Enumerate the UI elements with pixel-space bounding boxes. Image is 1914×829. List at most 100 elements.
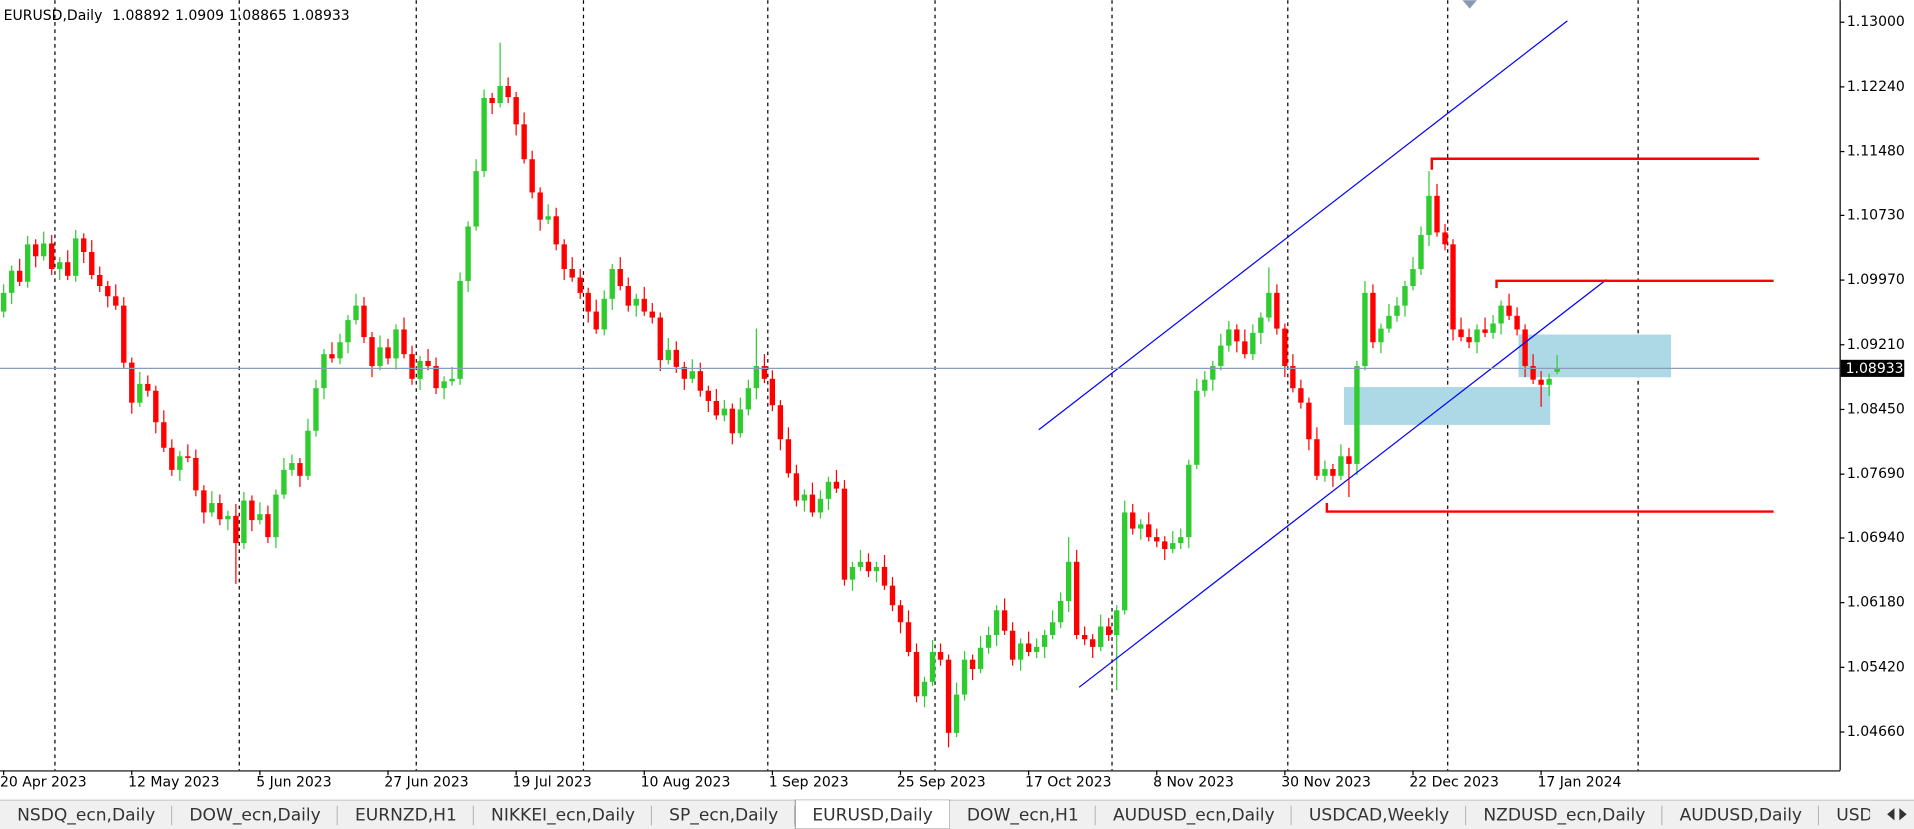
- candle-body: [513, 97, 519, 125]
- candle-body: [1154, 537, 1160, 542]
- candle-body: [745, 388, 752, 410]
- tab[interactable]: SP_ecn,Daily: [652, 800, 796, 829]
- candle-body: [337, 342, 343, 359]
- candle-body: [1386, 315, 1392, 329]
- candle-body: [1442, 232, 1448, 245]
- scroll-right[interactable]: [1899, 808, 1907, 821]
- tab-label[interactable]: AUDUSD,Daily: [1680, 805, 1802, 825]
- zone-rectangle[interactable]: [1343, 387, 1551, 425]
- tab-label[interactable]: AUDUSD_ecn,Daily: [1113, 805, 1275, 825]
- tab[interactable]: AUDUSD_ecn,Daily: [1095, 800, 1292, 829]
- candle-body: [113, 296, 119, 306]
- candle-body: [721, 408, 728, 416]
- candle-body: [345, 320, 351, 343]
- tab[interactable]: EURUSD,Daily: [794, 799, 951, 829]
- x-tick-label: 27 Jun 2023: [384, 775, 468, 791]
- candle-body: [129, 362, 135, 403]
- y-tick-label: 1.06180: [1847, 595, 1905, 611]
- zone-rectangle[interactable]: [1518, 334, 1672, 378]
- candle-body: [465, 226, 471, 281]
- tab-background[interactable]: [1819, 800, 1914, 829]
- tab-background[interactable]: [1291, 800, 1467, 829]
- tab-label[interactable]: USDCAD,Weekly: [1309, 805, 1449, 825]
- tab-label[interactable]: USDCHF,H4: [1836, 805, 1914, 825]
- level-line[interactable]: [1430, 157, 1759, 170]
- tab-background[interactable]: [1662, 800, 1820, 829]
- candle-body: [1466, 337, 1472, 343]
- tab-background[interactable]: [1095, 800, 1292, 829]
- tab[interactable]: NZDUSD_ecn,Daily: [1466, 800, 1663, 829]
- tab-label[interactable]: SP_ecn,Daily: [669, 805, 778, 825]
- y-tick-label: 1.10730: [1847, 207, 1905, 223]
- tab-background[interactable]: [652, 800, 796, 829]
- candle-body: [273, 494, 279, 538]
- tab-label[interactable]: EURNZD,H1: [355, 805, 457, 825]
- candle-body: [1001, 610, 1008, 631]
- channel-line[interactable]: [1038, 20, 1568, 431]
- tab-background[interactable]: [794, 799, 951, 829]
- candle-body: [1274, 292, 1280, 329]
- level-line[interactable]: [1325, 502, 1774, 513]
- tab[interactable]: DOW_ecn,H1: [949, 800, 1096, 829]
- tab-background[interactable]: [1466, 800, 1663, 829]
- tab[interactable]: USDCAD,Weekly: [1291, 800, 1467, 829]
- candle-body: [913, 652, 920, 697]
- y-tick-label: 1.09210: [1847, 337, 1905, 353]
- scroll-left[interactable]: [1887, 808, 1895, 821]
- candle-body: [265, 514, 271, 538]
- candle-body: [57, 262, 63, 270]
- candle-body: [1025, 643, 1032, 653]
- candle-body: [137, 383, 143, 403]
- tab-label[interactable]: DOW_ecn,Daily: [189, 805, 320, 825]
- candle-body: [305, 430, 311, 476]
- candle-body: [329, 354, 335, 359]
- tab-label[interactable]: DOW_ecn,H1: [967, 805, 1079, 825]
- tab-label[interactable]: NZDUSD_ecn,Daily: [1483, 805, 1645, 825]
- tab[interactable]: AUDUSD,Daily: [1662, 800, 1820, 829]
- candle-body: [633, 298, 639, 306]
- y-tick-label: 1.13000: [1847, 14, 1905, 30]
- candle-body: [553, 216, 559, 245]
- candle-body: [609, 269, 615, 299]
- tab-background[interactable]: [0, 800, 173, 829]
- level-line[interactable]: [1495, 279, 1774, 289]
- candle-body: [561, 244, 567, 270]
- candle-body: [1170, 543, 1176, 550]
- candle-body: [65, 262, 71, 276]
- x-tick-label: 22 Dec 2023: [1409, 775, 1499, 791]
- x-tick-label: 17 Jan 2024: [1537, 775, 1621, 791]
- candle-body: [1370, 292, 1376, 343]
- candle-body: [1546, 378, 1552, 385]
- candle-body: [241, 500, 247, 544]
- tab[interactable]: USDCHF,H4: [1819, 800, 1914, 829]
- candle-body: [169, 447, 175, 470]
- candle-body: [665, 349, 671, 361]
- tab-label[interactable]: NIKKEI_ecn,Daily: [491, 805, 635, 825]
- shift-marker[interactable]: [1462, 0, 1478, 9]
- tab-background[interactable]: [473, 800, 653, 829]
- candle-body: [441, 381, 447, 389]
- tab-background[interactable]: [949, 800, 1096, 829]
- tab-background[interactable]: [337, 800, 474, 829]
- y-tick-label: 1.12240: [1847, 79, 1905, 95]
- candle-body: [1210, 366, 1216, 380]
- tab[interactable]: NIKKEI_ecn,Daily: [473, 800, 653, 829]
- tab[interactable]: NSDQ_ecn,Daily: [0, 800, 173, 829]
- tab[interactable]: DOW_ecn,Daily: [172, 800, 338, 829]
- channel-line[interactable]: [1078, 279, 1607, 688]
- candle-body: [1354, 366, 1360, 464]
- y-tick-label: 1.06940: [1847, 530, 1905, 546]
- candle-body: [1073, 561, 1080, 635]
- tab-label[interactable]: EURUSD,Daily: [812, 805, 932, 825]
- candle-body: [297, 463, 303, 476]
- candle-body: [1434, 195, 1440, 233]
- x-tick-label: 20 Apr 2023: [0, 775, 87, 791]
- tab-background[interactable]: [172, 800, 338, 829]
- tab[interactable]: EURNZD,H1: [337, 800, 474, 829]
- tab-label[interactable]: NSDQ_ecn,Daily: [17, 805, 155, 825]
- candle-body: [81, 238, 87, 253]
- candle-body: [1402, 286, 1408, 306]
- candle-body: [105, 286, 111, 297]
- candle-body: [321, 354, 327, 389]
- candle-body: [705, 390, 712, 401]
